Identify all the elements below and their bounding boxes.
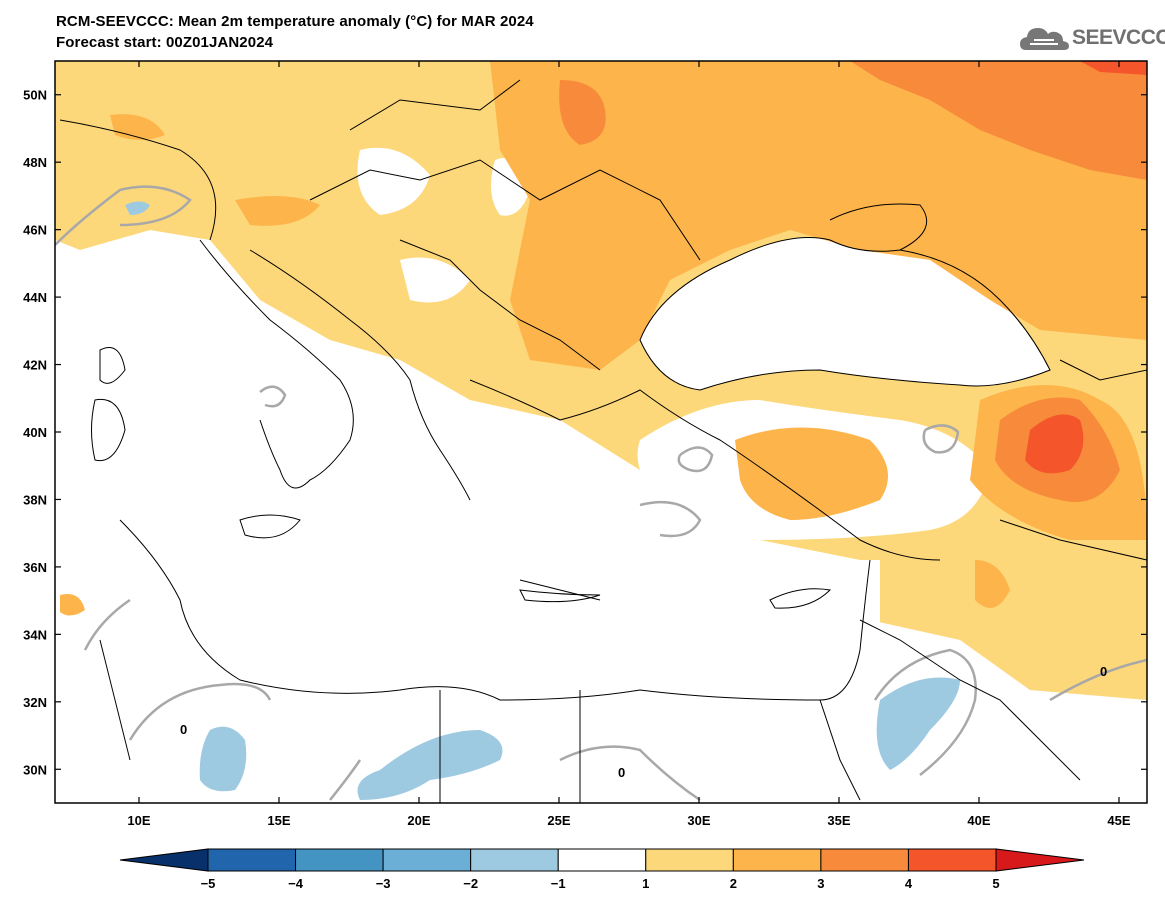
logo-text: SEEVCCC: [1072, 26, 1165, 49]
zero-contours: [55, 185, 1147, 802]
lon-tick-label: 45E: [1107, 813, 1130, 828]
lon-tick-label: 40E: [967, 813, 990, 828]
lon-tick-label: 10E: [127, 813, 150, 828]
lat-tick-label: 32N: [23, 695, 47, 710]
colorbar-label: −2: [463, 876, 478, 891]
colorbar-high-arrow: [995, 848, 1085, 872]
colorbar-segment: [382, 848, 472, 872]
colorbar-segment: [732, 848, 822, 872]
lat-tick-label: 30N: [23, 762, 47, 777]
lat-tick-label: 40N: [23, 425, 47, 440]
colorbar-label: −1: [551, 876, 566, 891]
lat-tick-label: 46N: [23, 223, 47, 238]
lat-tick-label: 42N: [23, 358, 47, 373]
colorbar-segment: [207, 848, 297, 872]
lon-tick-label: 30E: [687, 813, 710, 828]
lat-tick-label: 38N: [23, 492, 47, 507]
anomaly-field: [55, 61, 1147, 803]
colorbar-segment: [557, 848, 647, 872]
colorbar-label: 4: [905, 876, 913, 891]
colorbar-label: 5: [992, 876, 999, 891]
lon-tick-label: 25E: [547, 813, 570, 828]
map-title: RCM-SEEVCCC: Mean 2m temperature anomaly…: [56, 13, 534, 30]
colorbar-low-arrow: [119, 848, 209, 872]
lon-tick-label: 15E: [267, 813, 290, 828]
contour-label-0-b: 0: [618, 765, 625, 780]
colorbar-label: −5: [201, 876, 216, 891]
cloud-logo-icon: [1020, 28, 1069, 50]
forecast-start-label: Forecast start: 00Z01JAN2024: [56, 34, 274, 51]
lat-tick-label: 50N: [23, 88, 47, 103]
lon-tick-label: 35E: [827, 813, 850, 828]
colorbar-segment: [645, 848, 734, 872]
colorbar: −5 −4 −3 −2 −1 1 2 3 4 5: [119, 848, 1085, 891]
lon-tick-label: 20E: [407, 813, 430, 828]
latitude-axis: 50N 48N 46N 44N 42N 40N 38N 36N 34N 32N 30N: [23, 88, 1147, 777]
longitude-axis: 10E 15E 20E 25E 30E 35E 40E 45E: [127, 61, 1131, 828]
colorbar-label: 2: [730, 876, 737, 891]
colorbar-label: −4: [288, 876, 304, 891]
contour-label-0-c: 0: [1100, 664, 1107, 679]
colorbar-label: −3: [376, 876, 391, 891]
colorbar-segment: [295, 848, 384, 872]
colorbar-segment: [820, 848, 909, 872]
contour-label-0-a: 0: [180, 722, 187, 737]
colorbar-segment: [907, 848, 997, 872]
colorbar-segment: [470, 848, 559, 872]
colorbar-label: 1: [642, 876, 649, 891]
colorbar-label: 3: [817, 876, 824, 891]
lat-tick-label: 44N: [23, 290, 47, 305]
lat-tick-label: 34N: [23, 627, 47, 642]
coastlines-and-borders: [59, 79, 1147, 803]
lat-tick-label: 36N: [23, 560, 47, 575]
lat-tick-label: 48N: [23, 155, 47, 170]
